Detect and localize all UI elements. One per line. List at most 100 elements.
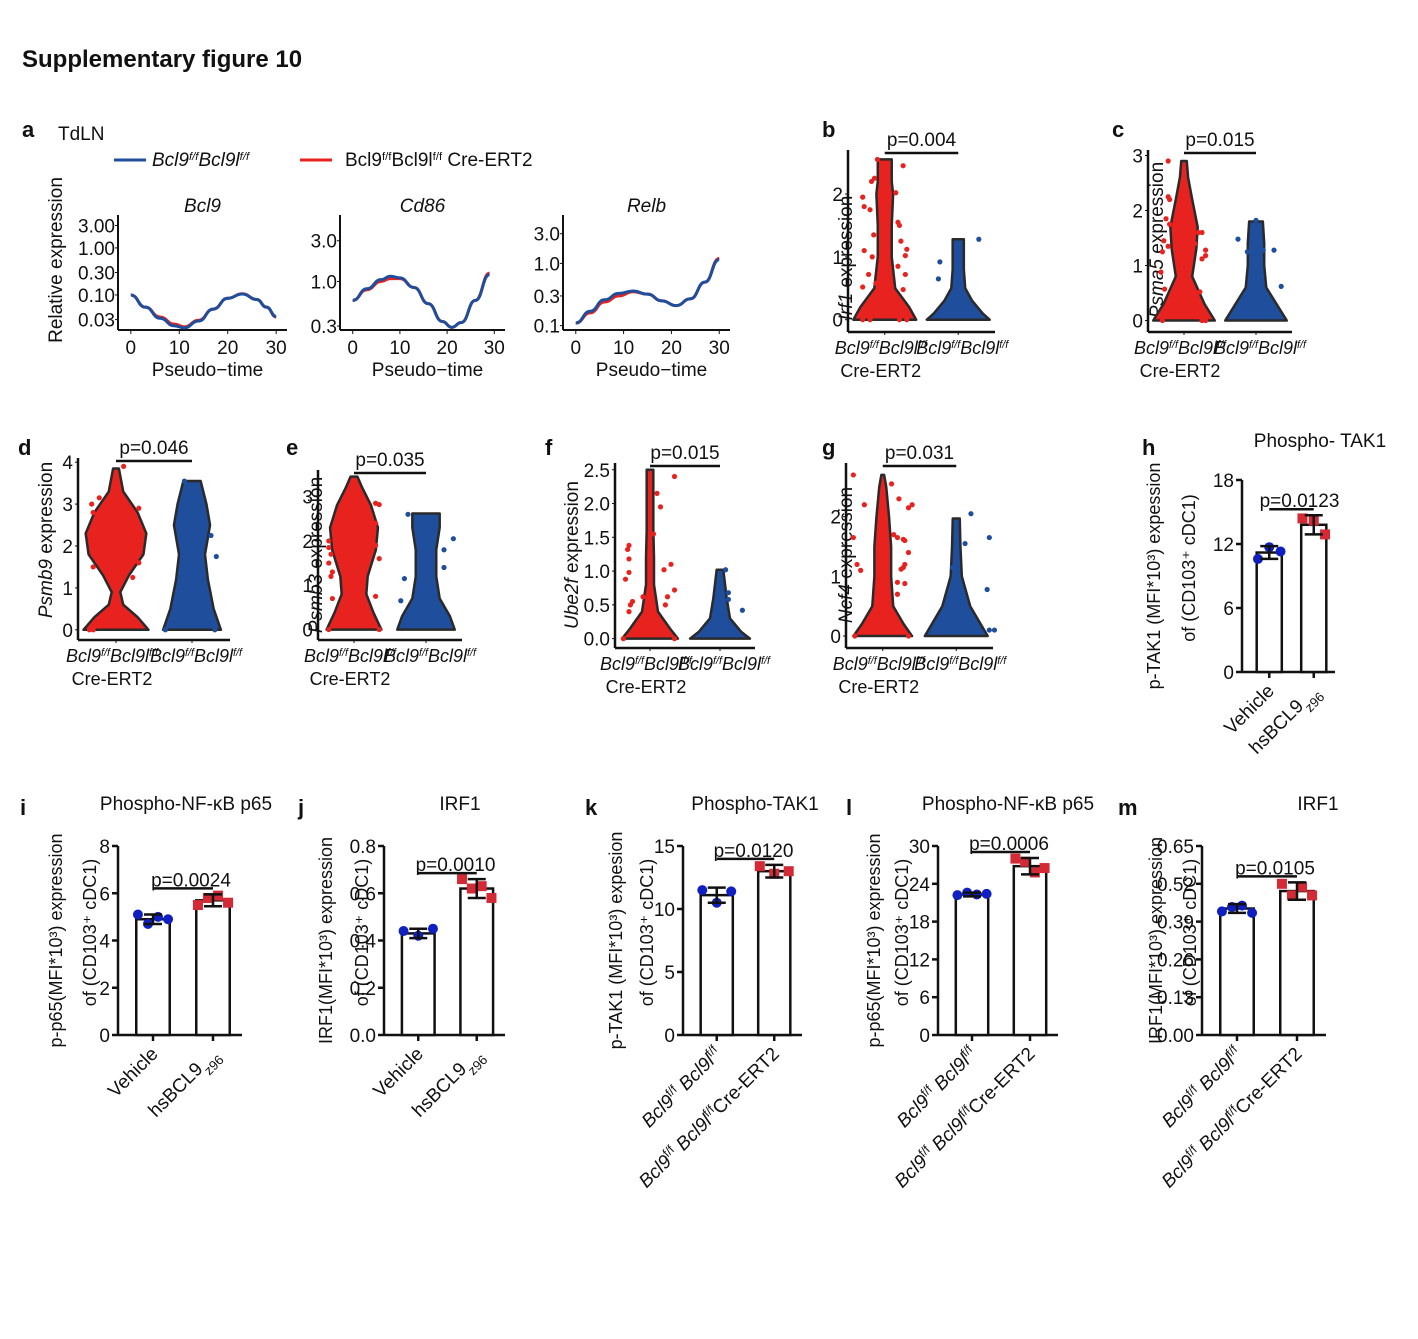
data-point (486, 892, 497, 903)
data-point (329, 569, 335, 575)
y-tick-label: 0 (1132, 312, 1143, 333)
violin-control (1223, 220, 1289, 322)
bar-0 (1255, 551, 1284, 674)
violin-cre-ert2 (1151, 159, 1217, 322)
y-tick-label: 6 (99, 884, 110, 905)
data-point (905, 633, 912, 639)
data-point (895, 263, 901, 269)
data-point (1197, 289, 1203, 295)
data-point (1286, 890, 1297, 901)
y-axis-label: p-p65(MFI*10³) expression (46, 833, 66, 1047)
panel-label-a: a (22, 117, 35, 142)
data-point (181, 478, 187, 484)
data-point (909, 502, 915, 508)
panel-i: Phospho-NF-κB p65 p-p65(MFI*10³) expressi… (46, 794, 272, 1122)
x-tick-label: 0 (570, 338, 581, 359)
data-point (725, 596, 732, 603)
data-point (725, 590, 732, 596)
data-point (427, 923, 438, 934)
data-point (1237, 900, 1248, 911)
panel-label-j: j (297, 795, 304, 820)
y-tick-label: 2 (832, 185, 843, 206)
p-value: p=0.0024 (151, 870, 231, 891)
data-point (326, 560, 332, 566)
data-point (626, 609, 632, 615)
y-tick-label: 1.0 (584, 562, 610, 583)
y-axis-label: Irf1 expression (836, 196, 857, 321)
bar-1 (459, 887, 495, 1037)
panel-h: Phospho- TAK1 p-TAK1 (MFI*10³) expession o… (1144, 431, 1386, 759)
y-tick-label: 18 (1213, 471, 1234, 492)
x-tick-label: Bcl9f/fBcl9lf/f (600, 654, 693, 674)
violin-cre-ert2 (852, 473, 914, 638)
data-point (90, 627, 96, 633)
data-point (130, 574, 136, 581)
data-point (1297, 513, 1308, 524)
y-tick-label: 24 (909, 875, 931, 896)
data-point (1252, 553, 1263, 564)
y-tick-label: 12 (1213, 535, 1234, 556)
y-tick-label: 3 (1132, 147, 1143, 168)
data-point (626, 556, 632, 562)
y-tick-label: 2 (830, 508, 841, 529)
data-point (376, 501, 382, 508)
x-tick-label: Bcl9f/fBcl9lf/f (150, 646, 243, 666)
data-point (466, 883, 477, 894)
data-point (476, 881, 487, 892)
data-point (900, 286, 906, 293)
bar-0 (1219, 907, 1255, 1037)
data-point (900, 163, 906, 169)
data-point (654, 490, 660, 496)
data-point (894, 534, 901, 541)
data-point (902, 537, 908, 544)
data-point (1297, 881, 1308, 892)
subplot-title: Cd86 (400, 196, 446, 217)
data-point (450, 536, 456, 542)
x-tick-label-line2: Cre-ERT2 (838, 677, 919, 697)
data-point (726, 886, 737, 897)
subplot-bcl9: Bcl9 0.03 0.100.30 1.003.00 0 10 20 30Pseudo−ti… (78, 196, 287, 381)
data-point (1165, 243, 1171, 249)
violin-cre-ert2 (325, 475, 383, 631)
data-point (1260, 247, 1266, 253)
y-tick-label: 1.5 (584, 528, 610, 549)
data-point (328, 573, 334, 579)
data-point (664, 594, 671, 600)
data-point (671, 636, 678, 642)
y-tick-label: 0 (302, 621, 313, 642)
y-tick-label: 0.65 (1157, 837, 1194, 858)
data-point (1161, 286, 1168, 292)
y-tick-label: 5 (664, 963, 675, 984)
y-tick-label: 4 (62, 453, 73, 474)
data-point (1278, 283, 1284, 289)
y-tick-label: 12 (909, 950, 930, 971)
data-point (441, 564, 447, 571)
data-point (192, 900, 203, 911)
panel-label-c: c (1112, 117, 1124, 142)
legend: Bcl9f/fBcl9lf/f Bcl9f/fBcl9lf/f Cre-ERT2 (114, 150, 533, 171)
data-point (1158, 269, 1164, 275)
y-tick-label: 0 (664, 1026, 675, 1047)
x-tick-label-line2: Cre-ERT2 (1140, 361, 1221, 381)
data-point (754, 861, 765, 872)
data-point (865, 271, 872, 278)
p-value: p=0.0120 (714, 841, 794, 862)
data-point (136, 505, 142, 511)
data-point (935, 276, 942, 282)
data-point (891, 532, 897, 538)
data-point (937, 259, 943, 265)
data-point (202, 892, 213, 903)
x-tick-label: Vehicle (104, 1044, 162, 1102)
data-point (661, 567, 667, 573)
y-axis-label-line2: of (CD103⁺ cDC1) (1179, 494, 1199, 642)
bar-0 (400, 932, 436, 1037)
data-point (1195, 229, 1201, 236)
bar-0 (135, 917, 171, 1037)
data-point (163, 914, 174, 925)
chart-title: Phospho-NF-κB p65 (922, 794, 1094, 815)
p-value: p=0.0105 (1235, 858, 1315, 879)
